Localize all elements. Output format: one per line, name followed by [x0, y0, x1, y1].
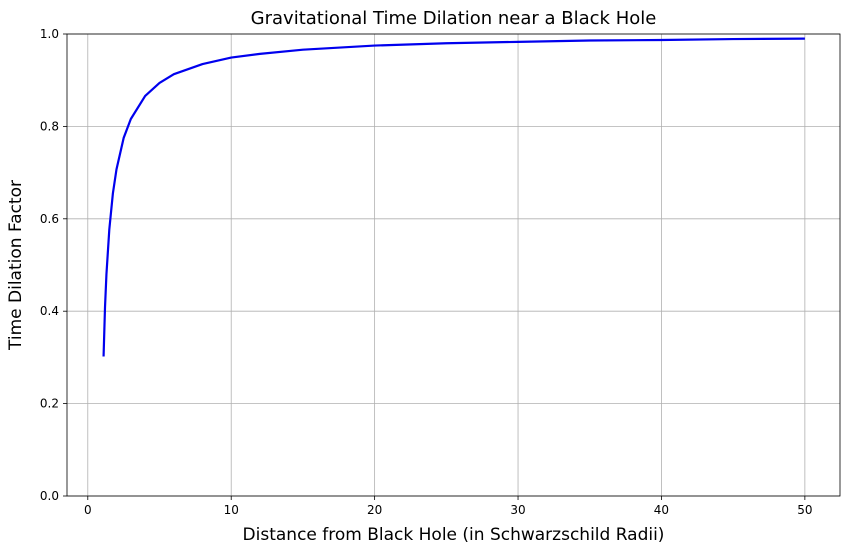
y-ticks: 0.0 0.2 0.4 0.6 0.8 1.0	[40, 27, 67, 503]
x-tick-label: 10	[224, 503, 239, 517]
y-tick-label: 0.6	[40, 212, 59, 226]
x-tick-label: 40	[654, 503, 669, 517]
x-tick-label: 50	[797, 503, 812, 517]
plot-frame	[66, 33, 841, 497]
x-tick-label: 20	[367, 503, 382, 517]
chart-title: Gravitational Time Dilation near a Black…	[251, 8, 657, 29]
y-tick-label: 0.0	[40, 489, 59, 503]
y-tick-label: 1.0	[40, 27, 59, 41]
grid	[67, 33, 840, 497]
x-ticks: 0 10 20 30 40 50	[84, 496, 813, 517]
y-tick-label: 0.2	[40, 397, 59, 411]
y-tick-label: 0.8	[40, 119, 59, 133]
series-layer	[102, 37, 805, 357]
y-axis-label: Time Dilation Factor	[6, 180, 26, 351]
x-tick-label: 0	[84, 503, 92, 517]
x-axis-label: Distance from Black Hole (in Schwarzschi…	[243, 525, 665, 545]
series-line	[102, 37, 805, 357]
x-tick-label: 30	[510, 503, 525, 517]
y-tick-label: 0.4	[40, 304, 59, 318]
